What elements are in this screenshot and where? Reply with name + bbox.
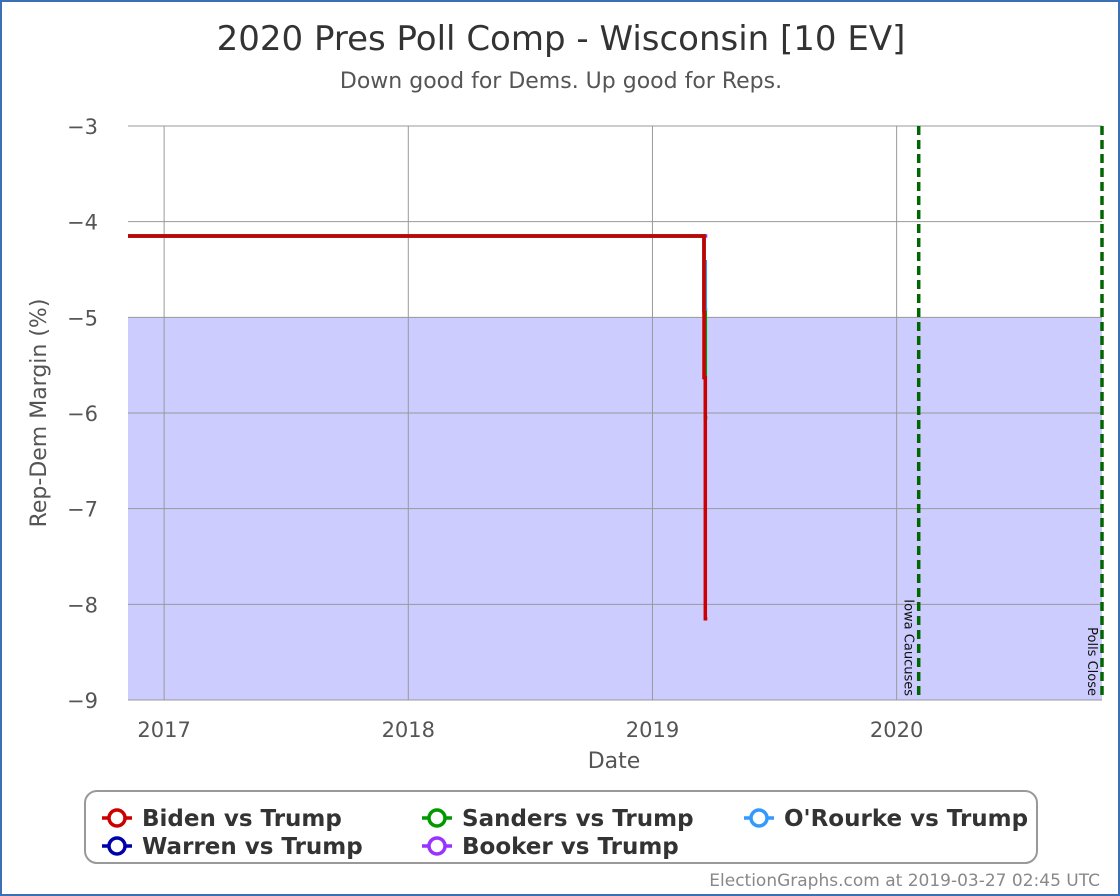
series-line bbox=[128, 234, 708, 621]
series-lines bbox=[128, 234, 708, 621]
legend-item-label: Warren vs Trump bbox=[142, 834, 363, 860]
legend-swatch-marker bbox=[107, 808, 127, 828]
grid-lines bbox=[128, 125, 1102, 701]
series-line bbox=[128, 234, 706, 312]
y-tick-label: −3 bbox=[67, 115, 98, 139]
x-tick-labels: 2017 2018 2019 2020 bbox=[137, 718, 923, 742]
y-tick-label: −8 bbox=[67, 593, 98, 617]
y-tick-label: −7 bbox=[67, 498, 98, 522]
x-axis-title: Date bbox=[588, 749, 641, 774]
reference-lines: Iowa Caucuses Polls Close bbox=[901, 126, 1104, 700]
y-tick-label: −5 bbox=[67, 306, 98, 330]
x-tick-label: 2020 bbox=[870, 718, 923, 742]
legend-item-label: Biden vs Trump bbox=[142, 806, 342, 832]
y-tick-label: −6 bbox=[67, 402, 98, 426]
legend: Biden vs Trump Sanders vs Trump O'Rourke v… bbox=[102, 806, 1028, 860]
series-line bbox=[128, 234, 708, 312]
reference-line-label: Polls Close bbox=[1084, 627, 1099, 696]
y-axis-title: Rep-Dem Margin (%) bbox=[27, 299, 52, 528]
legend-item-label: O'Rourke vs Trump bbox=[784, 806, 1028, 832]
chart-title: 2020 Pres Poll Comp - Wisconsin [10 EV] bbox=[217, 19, 906, 59]
y-tick-label: −9 bbox=[67, 689, 98, 713]
y-tick-label: −4 bbox=[67, 211, 98, 235]
y-tick-labels: −3 −4 −5 −6 −7 −8 −9 bbox=[67, 115, 98, 713]
legend-swatch-marker bbox=[427, 836, 447, 856]
reference-line-label: Iowa Caucuses bbox=[901, 599, 916, 696]
legend-item-label: Sanders vs Trump bbox=[462, 806, 694, 832]
legend-item-label: Booker vs Trump bbox=[462, 834, 679, 860]
legend-swatch-marker bbox=[749, 808, 769, 828]
credit-text: ElectionGraphs.com at 2019-03-27 02:45 U… bbox=[709, 871, 1100, 891]
x-tick-label: 2019 bbox=[626, 718, 679, 742]
legend-box bbox=[84, 790, 1038, 864]
chart-subtitle: Down good for Dems. Up good for Reps. bbox=[340, 69, 782, 94]
legend-swatch-marker bbox=[107, 836, 127, 856]
x-tick-label: 2017 bbox=[137, 718, 190, 742]
legend-swatch-marker bbox=[427, 808, 447, 828]
x-tick-label: 2018 bbox=[382, 718, 435, 742]
